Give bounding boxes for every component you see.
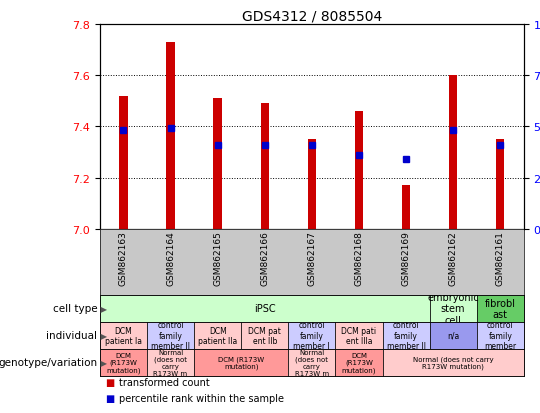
Bar — [166, 43, 175, 229]
Text: GSM862169: GSM862169 — [402, 230, 410, 285]
Text: Normal
(does not
carry
R173W m: Normal (does not carry R173W m — [153, 349, 187, 376]
Bar — [308, 140, 316, 229]
Bar — [100, 322, 147, 349]
Bar — [355, 112, 363, 229]
Text: GSM862166: GSM862166 — [260, 230, 269, 285]
Text: individual: individual — [46, 330, 97, 341]
Bar — [477, 322, 524, 349]
Bar — [430, 295, 477, 322]
Text: control
family
member: control family member — [484, 321, 516, 350]
Text: ■: ■ — [105, 393, 114, 403]
Text: DCM
(R173W
mutation): DCM (R173W mutation) — [106, 352, 141, 373]
Bar — [402, 186, 410, 229]
Text: ▶: ▶ — [98, 304, 107, 313]
Bar — [100, 349, 147, 376]
Text: transformed count: transformed count — [119, 377, 210, 387]
Text: DCM
patient Ia: DCM patient Ia — [105, 326, 142, 345]
Text: percentile rank within the sample: percentile rank within the sample — [119, 393, 284, 403]
Bar — [430, 322, 477, 349]
Text: Normal (does not carry
R173W mutation): Normal (does not carry R173W mutation) — [413, 356, 494, 369]
Bar — [213, 99, 222, 229]
Text: Normal
(does not
carry
R173W m: Normal (does not carry R173W m — [295, 349, 329, 376]
Text: control
family
member I: control family member I — [293, 321, 330, 350]
Bar — [194, 349, 288, 376]
Bar — [382, 322, 430, 349]
Text: n/a: n/a — [447, 331, 460, 340]
Bar — [477, 295, 524, 322]
Text: GSM862163: GSM862163 — [119, 230, 128, 285]
Text: ■: ■ — [105, 377, 114, 387]
Text: DCM
patient IIa: DCM patient IIa — [198, 326, 237, 345]
Bar — [335, 349, 382, 376]
Bar — [147, 322, 194, 349]
Text: embryonic
stem
cell: embryonic stem cell — [427, 292, 479, 325]
Text: GSM862164: GSM862164 — [166, 230, 175, 285]
Text: ▶: ▶ — [98, 331, 107, 340]
Bar — [119, 96, 127, 229]
Bar — [194, 322, 241, 349]
Bar — [100, 295, 430, 322]
Text: genotype/variation: genotype/variation — [0, 357, 97, 368]
Text: DCM
(R173W
mutation): DCM (R173W mutation) — [342, 352, 376, 373]
Text: cell type: cell type — [52, 304, 97, 314]
Text: GSM862162: GSM862162 — [449, 230, 457, 285]
Bar — [496, 140, 504, 229]
Text: DCM pati
ent IIIa: DCM pati ent IIIa — [341, 326, 376, 345]
Text: GSM862167: GSM862167 — [307, 230, 316, 285]
Bar — [241, 322, 288, 349]
Text: control
family
member II: control family member II — [387, 321, 426, 350]
Text: GSM862165: GSM862165 — [213, 230, 222, 285]
Text: fibrobl
ast: fibrobl ast — [485, 298, 516, 320]
Bar — [288, 322, 335, 349]
Bar — [449, 76, 457, 229]
Text: ▶: ▶ — [98, 358, 107, 367]
Title: GDS4312 / 8085504: GDS4312 / 8085504 — [242, 9, 382, 24]
Text: control
family
member II: control family member II — [151, 321, 190, 350]
Text: GSM862168: GSM862168 — [354, 230, 363, 285]
Bar — [260, 104, 269, 229]
Text: GSM862161: GSM862161 — [496, 230, 505, 285]
Text: DCM pat
ent IIb: DCM pat ent IIb — [248, 326, 281, 345]
Bar — [382, 349, 524, 376]
Text: DCM (R173W
mutation): DCM (R173W mutation) — [218, 356, 264, 369]
Bar — [288, 349, 335, 376]
Bar — [335, 322, 382, 349]
Bar — [147, 349, 194, 376]
Text: iPSC: iPSC — [254, 304, 275, 314]
